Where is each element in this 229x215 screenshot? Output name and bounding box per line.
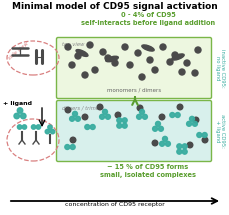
Circle shape xyxy=(159,44,165,50)
Circle shape xyxy=(90,124,95,129)
Circle shape xyxy=(65,44,71,50)
Ellipse shape xyxy=(76,50,87,56)
Circle shape xyxy=(137,105,142,111)
Circle shape xyxy=(174,112,179,117)
Text: Minimal model of CD95 signal activation: Minimal model of CD95 signal activation xyxy=(12,2,217,11)
Circle shape xyxy=(69,62,75,68)
Text: dimers / trimers: dimers / trimers xyxy=(62,105,104,110)
Circle shape xyxy=(146,57,152,63)
Circle shape xyxy=(181,149,186,154)
Circle shape xyxy=(17,125,22,129)
Circle shape xyxy=(92,67,98,73)
Circle shape xyxy=(142,114,147,119)
Circle shape xyxy=(176,104,182,110)
Circle shape xyxy=(181,144,186,149)
Circle shape xyxy=(20,113,26,119)
Text: concentration of CD95 receptor: concentration of CD95 receptor xyxy=(65,202,164,207)
Circle shape xyxy=(122,123,127,128)
Circle shape xyxy=(100,49,106,55)
Circle shape xyxy=(126,62,132,68)
Text: inactive CD95:
no ligand: inactive CD95: no ligand xyxy=(214,49,224,87)
Circle shape xyxy=(36,125,41,129)
Circle shape xyxy=(155,121,160,126)
Circle shape xyxy=(122,118,127,123)
Circle shape xyxy=(191,70,197,76)
Text: active CD95:
+ ligand: active CD95: + ligand xyxy=(214,114,224,148)
Circle shape xyxy=(50,129,55,134)
Circle shape xyxy=(159,141,164,146)
Ellipse shape xyxy=(141,45,153,51)
Circle shape xyxy=(70,137,76,143)
Circle shape xyxy=(105,114,110,119)
Circle shape xyxy=(134,50,140,56)
Circle shape xyxy=(48,125,52,129)
Circle shape xyxy=(72,111,77,116)
Ellipse shape xyxy=(105,56,118,62)
Circle shape xyxy=(192,121,196,126)
Circle shape xyxy=(186,121,191,126)
Circle shape xyxy=(178,69,184,75)
Circle shape xyxy=(65,107,71,113)
Circle shape xyxy=(112,60,117,66)
Circle shape xyxy=(75,116,80,121)
Text: ~ 15 % of CD95 forms
small, isolated complexes: ~ 15 % of CD95 forms small, isolated com… xyxy=(100,164,195,178)
Circle shape xyxy=(138,74,144,80)
Circle shape xyxy=(102,109,107,114)
Circle shape xyxy=(186,142,192,148)
Circle shape xyxy=(97,104,102,110)
Circle shape xyxy=(151,67,157,73)
Circle shape xyxy=(70,144,75,149)
FancyBboxPatch shape xyxy=(56,100,211,161)
Circle shape xyxy=(75,53,81,59)
Circle shape xyxy=(192,117,198,123)
Circle shape xyxy=(194,47,200,53)
Circle shape xyxy=(169,112,174,117)
Circle shape xyxy=(45,129,49,134)
Circle shape xyxy=(65,144,69,149)
Circle shape xyxy=(22,125,27,129)
Circle shape xyxy=(201,132,206,137)
Circle shape xyxy=(87,42,93,48)
Circle shape xyxy=(139,109,144,114)
Circle shape xyxy=(165,141,170,146)
Circle shape xyxy=(99,114,104,119)
Circle shape xyxy=(152,140,157,146)
Circle shape xyxy=(166,59,172,65)
Circle shape xyxy=(201,137,207,143)
Circle shape xyxy=(82,114,87,120)
Text: + ligand: + ligand xyxy=(3,101,32,106)
Text: top view: top view xyxy=(62,42,84,47)
Circle shape xyxy=(136,114,141,119)
Circle shape xyxy=(196,132,201,137)
Text: monomers / dimers: monomers / dimers xyxy=(106,88,160,93)
Circle shape xyxy=(115,112,120,118)
Circle shape xyxy=(116,118,121,123)
Circle shape xyxy=(171,52,177,58)
Circle shape xyxy=(116,123,121,128)
Circle shape xyxy=(158,126,163,131)
Circle shape xyxy=(158,114,164,120)
Circle shape xyxy=(69,116,74,121)
Circle shape xyxy=(14,113,19,119)
Circle shape xyxy=(31,125,36,129)
Circle shape xyxy=(121,44,128,50)
Circle shape xyxy=(152,126,157,131)
Ellipse shape xyxy=(171,54,183,60)
Text: 0 - 4% of CD95
self-interacts before ligand addition: 0 - 4% of CD95 self-interacts before lig… xyxy=(81,12,214,26)
Circle shape xyxy=(82,72,88,78)
Circle shape xyxy=(17,108,23,113)
Circle shape xyxy=(105,55,111,61)
FancyBboxPatch shape xyxy=(56,37,211,98)
Circle shape xyxy=(189,116,194,121)
Text: side view: side view xyxy=(7,41,29,61)
Circle shape xyxy=(162,136,167,141)
Circle shape xyxy=(85,124,89,129)
Circle shape xyxy=(176,149,181,154)
Circle shape xyxy=(183,60,189,66)
Circle shape xyxy=(176,144,181,149)
